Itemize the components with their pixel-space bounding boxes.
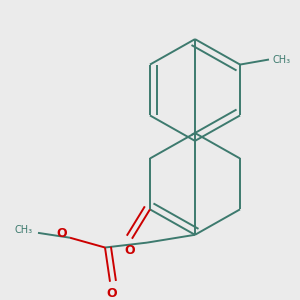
Text: O: O [57, 227, 67, 240]
Text: CH₃: CH₃ [272, 55, 290, 65]
Text: O: O [125, 244, 135, 257]
Text: O: O [107, 287, 117, 300]
Text: CH₃: CH₃ [15, 225, 33, 235]
